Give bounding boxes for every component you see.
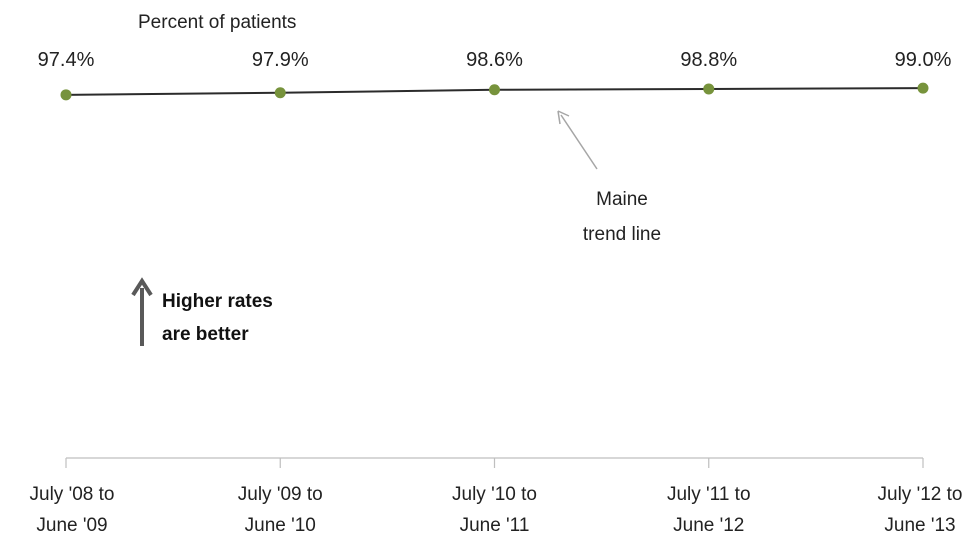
trend-annotation-line-1: Maine [596,189,648,210]
x-tick-label-5: July '12 to June '13 [878,484,963,535]
x-tick-label-3: July '10 to June '11 [452,484,537,535]
x-tick-label-4: July '11 to June '12 [667,484,751,535]
data-label-3: 98.6% [466,49,523,71]
data-labels: 97.4% 97.9% 98.6% 98.8% 99.0% [38,49,952,71]
x-axis-ticks [65,458,924,468]
higher-rates-line-2: are better [162,324,249,345]
x-axis-tick-labels: July '08 to June '09 July '09 to June '10 Ju… [30,484,963,535]
data-point-3 [489,84,500,96]
data-point-5 [917,82,929,94]
higher-rates-line-1: Higher rates [162,291,273,312]
trend-annotation-line-2: trend line [583,224,661,245]
x-tick-label-1: July '08 to June '09 [30,484,115,535]
up-arrow-icon [131,277,153,297]
x-tick-label-2: July '09 to June '10 [238,484,323,535]
data-point-2 [274,87,286,99]
data-point-1 [60,89,72,101]
higher-rates-note: Higher rates are better [131,277,273,346]
pointer-arrow-line [560,114,598,170]
data-label-2: 97.9% [252,49,309,71]
y-axis-label: Percent of patients [138,12,296,33]
data-label-4: 98.8% [680,49,737,71]
data-point-4 [703,83,715,95]
pointer-arrow-head-icon [557,110,570,125]
series-markers [60,82,929,101]
trend-line-annotation: Maine trend line [557,110,661,245]
data-label-5: 99.0% [895,49,952,71]
data-label-1: 97.4% [38,49,95,71]
